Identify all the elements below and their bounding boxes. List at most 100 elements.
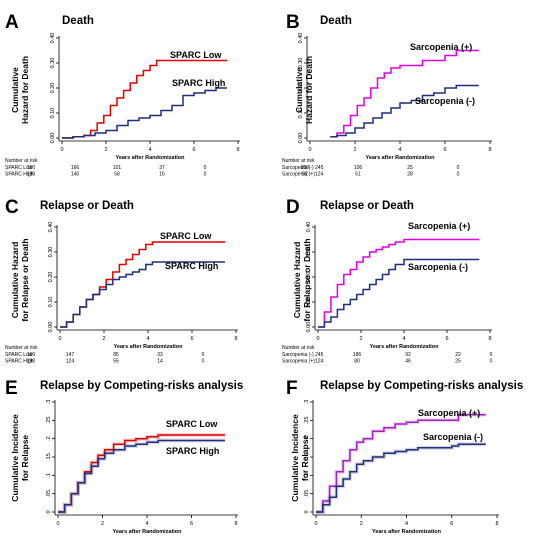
panel-letter: F (286, 378, 298, 399)
panel-c: C Relapse or Death Cumulative Hazardfor Re… (5, 197, 238, 365)
panel-d: D Relapse or Death Cumulative Hazardfor Re… (282, 197, 493, 365)
y-axis-label: Cumulative Incidencefor Relapse (290, 414, 310, 502)
x-tick-label: 0 (60, 147, 63, 153)
y-axis-label-line: for Relapse or Death (20, 238, 30, 321)
panel-title: Relapse by Competing-risks analysis (40, 380, 243, 392)
risk-cell: 190 (27, 172, 36, 178)
series-line-b (316, 443, 486, 513)
x-tick-label: 0 (56, 521, 59, 527)
risk-cell: 58 (114, 172, 120, 178)
risk-row-label: Sarcopenia (+)124 (282, 172, 323, 178)
y-axis-label-line: for Relapse (20, 435, 30, 482)
series-label-b: Sarcopenia (-) (408, 262, 468, 272)
risk-cell: 0 (204, 172, 207, 178)
y-axis-label: CumulativeHazard for Death (10, 56, 30, 124)
x-tick-label: 4 (148, 147, 151, 153)
x-tick-label: 2 (104, 147, 107, 153)
series-label-a: SPARC Low (170, 50, 222, 60)
risk-cell: 190 (27, 165, 36, 171)
y-axis-label-line: Hazard for Death (304, 56, 314, 124)
y-tick-label: .15 (304, 453, 310, 461)
x-tick-label: 8 (488, 147, 491, 153)
y-axis-label: Cumulative Hazardfor Relapse or Death (292, 238, 312, 321)
x-tick-label: 6 (450, 521, 453, 527)
x-axis-label: Years after Randomization (372, 529, 442, 535)
risk-cell: 92 (405, 352, 411, 358)
risk-row-label: Sarcopenia (-) 245 (282, 165, 324, 171)
series-line-b (318, 258, 480, 328)
risk-cell: 0 (457, 165, 460, 171)
risk-cell: 85 (113, 352, 119, 358)
y-tick-label: 0.40 (298, 33, 304, 44)
series-label-a: SPARC Low (166, 419, 218, 429)
y-tick-label: 0.40 (48, 222, 54, 233)
y-axis-label-line: Cumulative Incidence (10, 414, 20, 502)
y-tick-label: .1 (304, 473, 310, 478)
y-tick-label: 0.20 (306, 272, 312, 283)
x-tick-label: 0 (316, 336, 319, 342)
series-label-b: SPARC High (166, 446, 219, 456)
x-tick-label: 2 (101, 521, 104, 527)
series-line-a (62, 59, 227, 139)
risk-row-label: SPARC High (5, 172, 34, 178)
panel-e: E Relapse by Competing-risks analysis Cumu… (5, 378, 243, 535)
x-tick-label: 6 (190, 521, 193, 527)
risk-cell: 166 (71, 165, 80, 171)
panel-letter: D (286, 197, 300, 218)
y-tick-label: .25 (46, 417, 52, 425)
risk-cell: 0 (202, 359, 205, 365)
x-tick-label: 2 (360, 521, 363, 527)
risk-cell: 51 (355, 172, 361, 178)
risk-table-title: Number at risk (282, 345, 315, 351)
x-axis-label: Years after Randomization (113, 344, 183, 350)
y-axis-label: Cumulative Incidencefor Relapse (10, 414, 30, 502)
y-tick-label: .3 (46, 400, 52, 405)
y-tick-label: 0.10 (50, 108, 56, 119)
risk-cell: 190 (27, 359, 36, 365)
panel-title: Relapse or Death (40, 200, 134, 212)
x-tick-label: 4 (146, 336, 149, 342)
risk-table-title: Number at risk (5, 158, 38, 164)
y-tick-label: 0.30 (298, 58, 304, 69)
x-axis-label: Years after Randomization (112, 529, 182, 535)
y-tick-label: 0.10 (298, 108, 304, 119)
risk-cell: 46 (405, 359, 411, 365)
risk-row-label: SPARC Low (5, 165, 33, 171)
y-tick-label: 0.00 (298, 133, 304, 144)
y-tick-label: 0.30 (306, 247, 312, 258)
y-tick-label: 0.30 (50, 58, 56, 69)
series-label-b: SPARC High (165, 261, 218, 271)
risk-table-title: Number at risk (5, 345, 38, 351)
panel-letter: E (5, 378, 18, 399)
x-tick-label: 0 (314, 521, 317, 527)
risk-cell: 186 (353, 352, 362, 358)
y-axis-label-line: Cumulative Hazard (10, 242, 20, 319)
series-line-b (58, 439, 225, 513)
risk-cell: 28 (407, 172, 413, 178)
x-tick-label: 6 (443, 147, 446, 153)
risk-cell: 0 (202, 352, 205, 358)
y-tick-label: .2 (46, 436, 52, 441)
series-line-b (62, 87, 227, 139)
y-tick-label: .05 (304, 490, 310, 498)
panel-letter: A (5, 12, 19, 33)
risk-cell: 22 (455, 352, 461, 358)
risk-cell: 140 (71, 172, 80, 178)
y-axis-label: CumulativeHazard for Death (294, 56, 314, 124)
y-tick-label: 0.10 (306, 297, 312, 308)
panel-title: Relapse or Death (320, 200, 414, 212)
x-axis-label: Years after Randomization (365, 155, 435, 161)
panel-title: Death (320, 15, 352, 27)
risk-cell: 101 (113, 165, 122, 171)
y-tick-label: 0.40 (306, 222, 312, 233)
x-tick-label: 6 (192, 147, 195, 153)
series-label-a: Sarcopenia (+) (418, 408, 480, 418)
x-tick-label: 8 (234, 336, 237, 342)
series-label-a: Sarcopenia (+) (408, 221, 470, 231)
y-tick-label: 0.00 (306, 322, 312, 333)
panel-a: A Death CumulativeHazard for Death 0 2 4 6 8 0.0… (5, 12, 240, 178)
y-tick-label: 0.20 (50, 83, 56, 94)
x-tick-label: 0 (308, 147, 311, 153)
x-tick-label: 4 (405, 521, 408, 527)
series-line-b (330, 84, 479, 138)
